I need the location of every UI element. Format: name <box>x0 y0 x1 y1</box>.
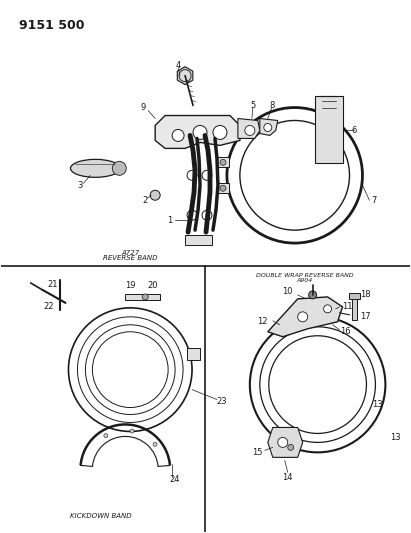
Text: 9: 9 <box>141 103 146 112</box>
Text: 23: 23 <box>217 397 227 406</box>
Text: 12: 12 <box>258 317 268 326</box>
Text: 18: 18 <box>360 290 371 300</box>
Polygon shape <box>155 116 240 148</box>
Polygon shape <box>260 118 278 135</box>
Polygon shape <box>187 348 200 360</box>
Circle shape <box>179 70 191 82</box>
Ellipse shape <box>70 159 120 177</box>
Circle shape <box>112 161 126 175</box>
Circle shape <box>220 185 226 191</box>
Text: 6: 6 <box>352 126 357 135</box>
Text: DOUBLE WRAP REVERSE BAND: DOUBLE WRAP REVERSE BAND <box>256 273 353 278</box>
Polygon shape <box>217 157 229 167</box>
Text: 21: 21 <box>47 280 58 289</box>
Circle shape <box>323 305 332 313</box>
Bar <box>315 95 342 163</box>
Text: 7: 7 <box>372 196 377 205</box>
Text: 11: 11 <box>342 302 353 311</box>
Circle shape <box>187 210 197 220</box>
Text: 2: 2 <box>143 196 148 205</box>
Text: 13: 13 <box>390 433 401 442</box>
Text: 20: 20 <box>147 281 157 290</box>
Text: 5: 5 <box>250 101 256 110</box>
Polygon shape <box>177 67 193 85</box>
Circle shape <box>213 125 227 140</box>
Circle shape <box>187 171 197 180</box>
Text: 16: 16 <box>340 327 351 336</box>
Circle shape <box>309 291 316 299</box>
Polygon shape <box>268 427 302 457</box>
Circle shape <box>202 210 212 220</box>
Circle shape <box>104 434 108 438</box>
Circle shape <box>153 442 157 446</box>
Circle shape <box>172 130 184 141</box>
Polygon shape <box>238 118 260 139</box>
Text: 8: 8 <box>269 101 275 110</box>
Circle shape <box>193 125 207 140</box>
Text: A727: A727 <box>121 250 139 256</box>
Text: 10: 10 <box>282 287 293 296</box>
Circle shape <box>298 312 308 322</box>
Circle shape <box>142 294 148 300</box>
Text: 17: 17 <box>360 312 371 321</box>
Text: 14: 14 <box>282 473 293 482</box>
Text: REVERSE BAND: REVERSE BAND <box>103 255 157 261</box>
Polygon shape <box>349 293 360 299</box>
Circle shape <box>150 190 160 200</box>
Polygon shape <box>268 297 342 337</box>
Text: 13: 13 <box>372 400 383 409</box>
Circle shape <box>278 438 288 447</box>
Text: 4: 4 <box>175 61 181 70</box>
Text: 24: 24 <box>170 475 180 484</box>
Ellipse shape <box>320 306 339 319</box>
Text: 9151 500: 9151 500 <box>18 19 84 32</box>
Polygon shape <box>185 235 212 245</box>
Circle shape <box>202 171 212 180</box>
Text: 3: 3 <box>78 181 83 190</box>
Circle shape <box>245 125 255 135</box>
Polygon shape <box>217 183 229 193</box>
Circle shape <box>220 159 226 165</box>
Circle shape <box>288 445 294 450</box>
Polygon shape <box>351 299 358 320</box>
Polygon shape <box>125 294 160 300</box>
Text: 19: 19 <box>125 281 136 290</box>
Text: 22: 22 <box>43 302 54 311</box>
Text: 1: 1 <box>168 216 173 224</box>
Circle shape <box>130 429 134 433</box>
Text: A904: A904 <box>297 278 313 283</box>
Text: KICKDOWN BAND: KICKDOWN BAND <box>69 513 131 519</box>
Circle shape <box>264 124 272 132</box>
Text: 15: 15 <box>253 448 263 457</box>
